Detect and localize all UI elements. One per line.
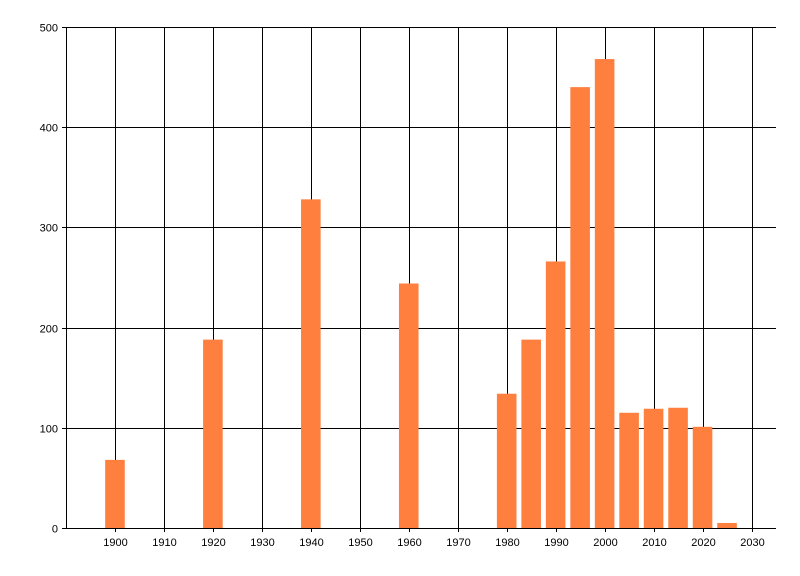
x-tick-label: 2030	[740, 537, 764, 549]
x-tick-labels: 1900 1910 1920 1930 1940 1950 1960 1970 1980 1990…	[103, 537, 764, 549]
x-tick-label: 1900	[103, 537, 127, 549]
bar	[496, 393, 517, 528]
x-tick-label: 1930	[250, 537, 274, 549]
bar	[545, 261, 566, 528]
bar	[521, 339, 541, 528]
bar	[692, 426, 713, 528]
y-tick-labels: 0 100 200 300 400 500	[40, 23, 58, 536]
y-tick-label: 100	[40, 424, 58, 436]
y-tick-label: 400	[40, 123, 58, 135]
x-tick-label: 2010	[642, 537, 666, 549]
x-tick-label: 1950	[348, 537, 372, 549]
x-tick-label: 1970	[446, 537, 470, 549]
y-tick-label: 300	[40, 223, 58, 235]
y-tick-label: 500	[40, 23, 58, 35]
axes	[66, 27, 776, 529]
x-tick-label: 1980	[495, 537, 519, 549]
bar	[643, 408, 664, 528]
y-tick-label: 0	[52, 524, 58, 536]
bar	[105, 459, 125, 528]
bar	[619, 412, 639, 528]
x-tick-label: 1960	[397, 537, 421, 549]
bar	[570, 87, 590, 529]
x-tick-label: 1990	[544, 537, 568, 549]
x-tick-label: 1940	[299, 537, 323, 549]
x-tick-label: 1910	[152, 537, 176, 549]
x-tick-label: 2020	[691, 537, 715, 549]
bar	[398, 283, 419, 528]
bar	[668, 407, 688, 528]
y-tick-label: 200	[40, 324, 58, 336]
x-tick-label: 1920	[201, 537, 225, 549]
bar	[203, 339, 223, 528]
bar	[594, 59, 615, 529]
bar-series	[105, 59, 737, 529]
x-tick-label: 2000	[593, 537, 617, 549]
grid-lines	[62, 27, 776, 532]
bar	[301, 199, 321, 528]
bar	[717, 522, 737, 528]
